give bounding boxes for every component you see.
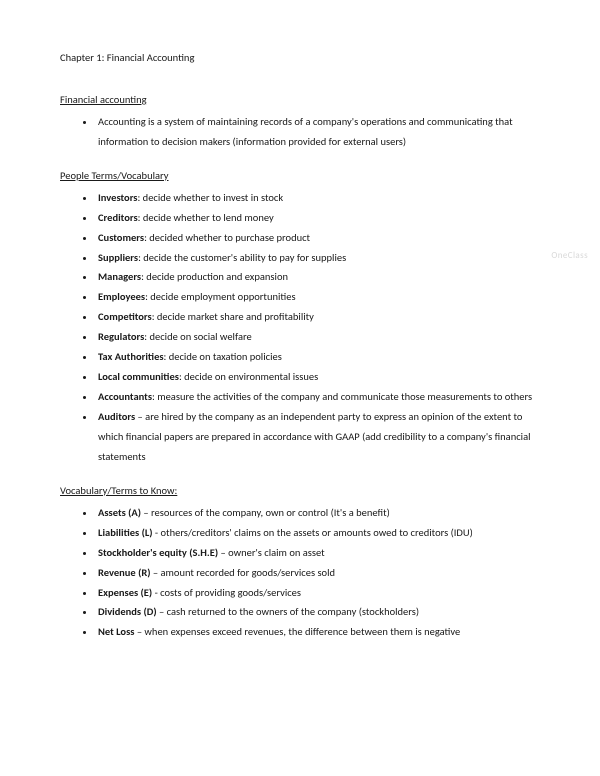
item-desc: – owner's claim on asset	[218, 546, 325, 559]
item-desc: – cash returned to the owners of the com…	[157, 605, 419, 618]
item-desc: : decide on environmental issues	[179, 370, 318, 383]
item-term: Regulators	[98, 330, 144, 343]
item-desc: : measure the activities of the company …	[152, 390, 532, 403]
item-term: Accountants	[98, 390, 152, 403]
item-term: Net Loss	[98, 625, 134, 638]
item-desc: : decide market share and profitability	[152, 310, 314, 323]
section-heading: Financial accounting	[60, 90, 540, 110]
section-list: Investors: decide whether to invest in s…	[60, 188, 540, 467]
item-term: Investors	[98, 191, 138, 204]
list-item: Competitors: decide market share and pro…	[96, 307, 540, 327]
item-desc: Accounting is a system of maintaining re…	[98, 115, 513, 148]
section-2: Vocabulary/Terms to Know: Assets (A) – r…	[60, 481, 540, 643]
item-desc: – are hired by the company as an indepen…	[98, 410, 531, 463]
section-heading: Vocabulary/Terms to Know:	[60, 481, 540, 501]
item-term: Creditors	[98, 211, 138, 224]
item-term: Liabilities (L)	[98, 526, 153, 539]
section-list: Accounting is a system of maintaining re…	[60, 112, 540, 152]
section-1: People Terms/Vocabulary Investors: decid…	[60, 166, 540, 467]
item-desc: – amount recorded for goods/services sol…	[151, 566, 335, 579]
item-desc: : decide whether to lend money	[138, 211, 274, 224]
list-item: Creditors: decide whether to lend money	[96, 208, 540, 228]
list-item: Revenue (R) – amount recorded for goods/…	[96, 563, 540, 583]
list-item: Auditors – are hired by the company as a…	[96, 407, 540, 467]
section-heading: People Terms/Vocabulary	[60, 166, 540, 186]
item-desc: - costs of providing goods/services	[152, 586, 301, 599]
document-page: Chapter 1: Financial Accounting Financia…	[0, 0, 600, 688]
item-term: Local communities	[98, 370, 179, 383]
item-desc: : decide the customer's ability to pay f…	[138, 251, 346, 264]
section-0: Financial accounting Accounting is a sys…	[60, 90, 540, 152]
list-item: Liabilities (L) - others/creditors' clai…	[96, 523, 540, 543]
list-item: Expenses (E) - costs of providing goods/…	[96, 583, 540, 603]
list-item: Investors: decide whether to invest in s…	[96, 188, 540, 208]
item-term: Revenue (R)	[98, 566, 151, 579]
list-item: Net Loss – when expenses exceed revenues…	[96, 622, 540, 642]
list-item: Regulators: decide on social welfare	[96, 327, 540, 347]
item-term: Auditors	[98, 410, 135, 423]
list-item: Managers: decide production and expansio…	[96, 267, 540, 287]
item-term: Customers	[98, 231, 144, 244]
item-term: Stockholder's equity (S.H.E)	[98, 546, 218, 559]
list-item: Employees: decide employment opportuniti…	[96, 287, 540, 307]
item-desc: - others/creditors' claims on the assets…	[153, 526, 473, 539]
list-item: Stockholder's equity (S.H.E) – owner's c…	[96, 543, 540, 563]
page-title: Chapter 1: Financial Accounting	[60, 48, 540, 68]
item-desc: : decide on taxation policies	[164, 350, 282, 363]
item-desc: : decide employment opportunities	[145, 290, 296, 303]
item-term: Suppliers	[98, 251, 138, 264]
item-desc: – resources of the company, own or contr…	[141, 506, 390, 519]
item-term: Employees	[98, 290, 145, 303]
list-item: Local communities: decide on environment…	[96, 367, 540, 387]
item-term: Competitors	[98, 310, 152, 323]
list-item: Customers: decided whether to purchase p…	[96, 228, 540, 248]
item-desc: : decide on social welfare	[144, 330, 251, 343]
item-desc: : decide production and expansion	[141, 270, 288, 283]
item-desc: : decide whether to invest in stock	[138, 191, 284, 204]
list-item: Dividends (D) – cash returned to the own…	[96, 602, 540, 622]
item-term: Expenses (E)	[98, 586, 152, 599]
list-item: Assets (A) – resources of the company, o…	[96, 503, 540, 523]
list-item: Accountants: measure the activities of t…	[96, 387, 540, 407]
item-term: Dividends (D)	[98, 605, 157, 618]
item-term: Tax Authorities	[98, 350, 164, 363]
list-item: Accounting is a system of maintaining re…	[96, 112, 540, 152]
item-desc: : decided whether to purchase product	[144, 231, 310, 244]
item-term: Managers	[98, 270, 141, 283]
item-desc: – when expenses exceed revenues, the dif…	[134, 625, 460, 638]
section-list: Assets (A) – resources of the company, o…	[60, 503, 540, 643]
list-item: Tax Authorities: decide on taxation poli…	[96, 347, 540, 367]
list-item: Suppliers: decide the customer's ability…	[96, 248, 540, 268]
item-term: Assets (A)	[98, 506, 141, 519]
